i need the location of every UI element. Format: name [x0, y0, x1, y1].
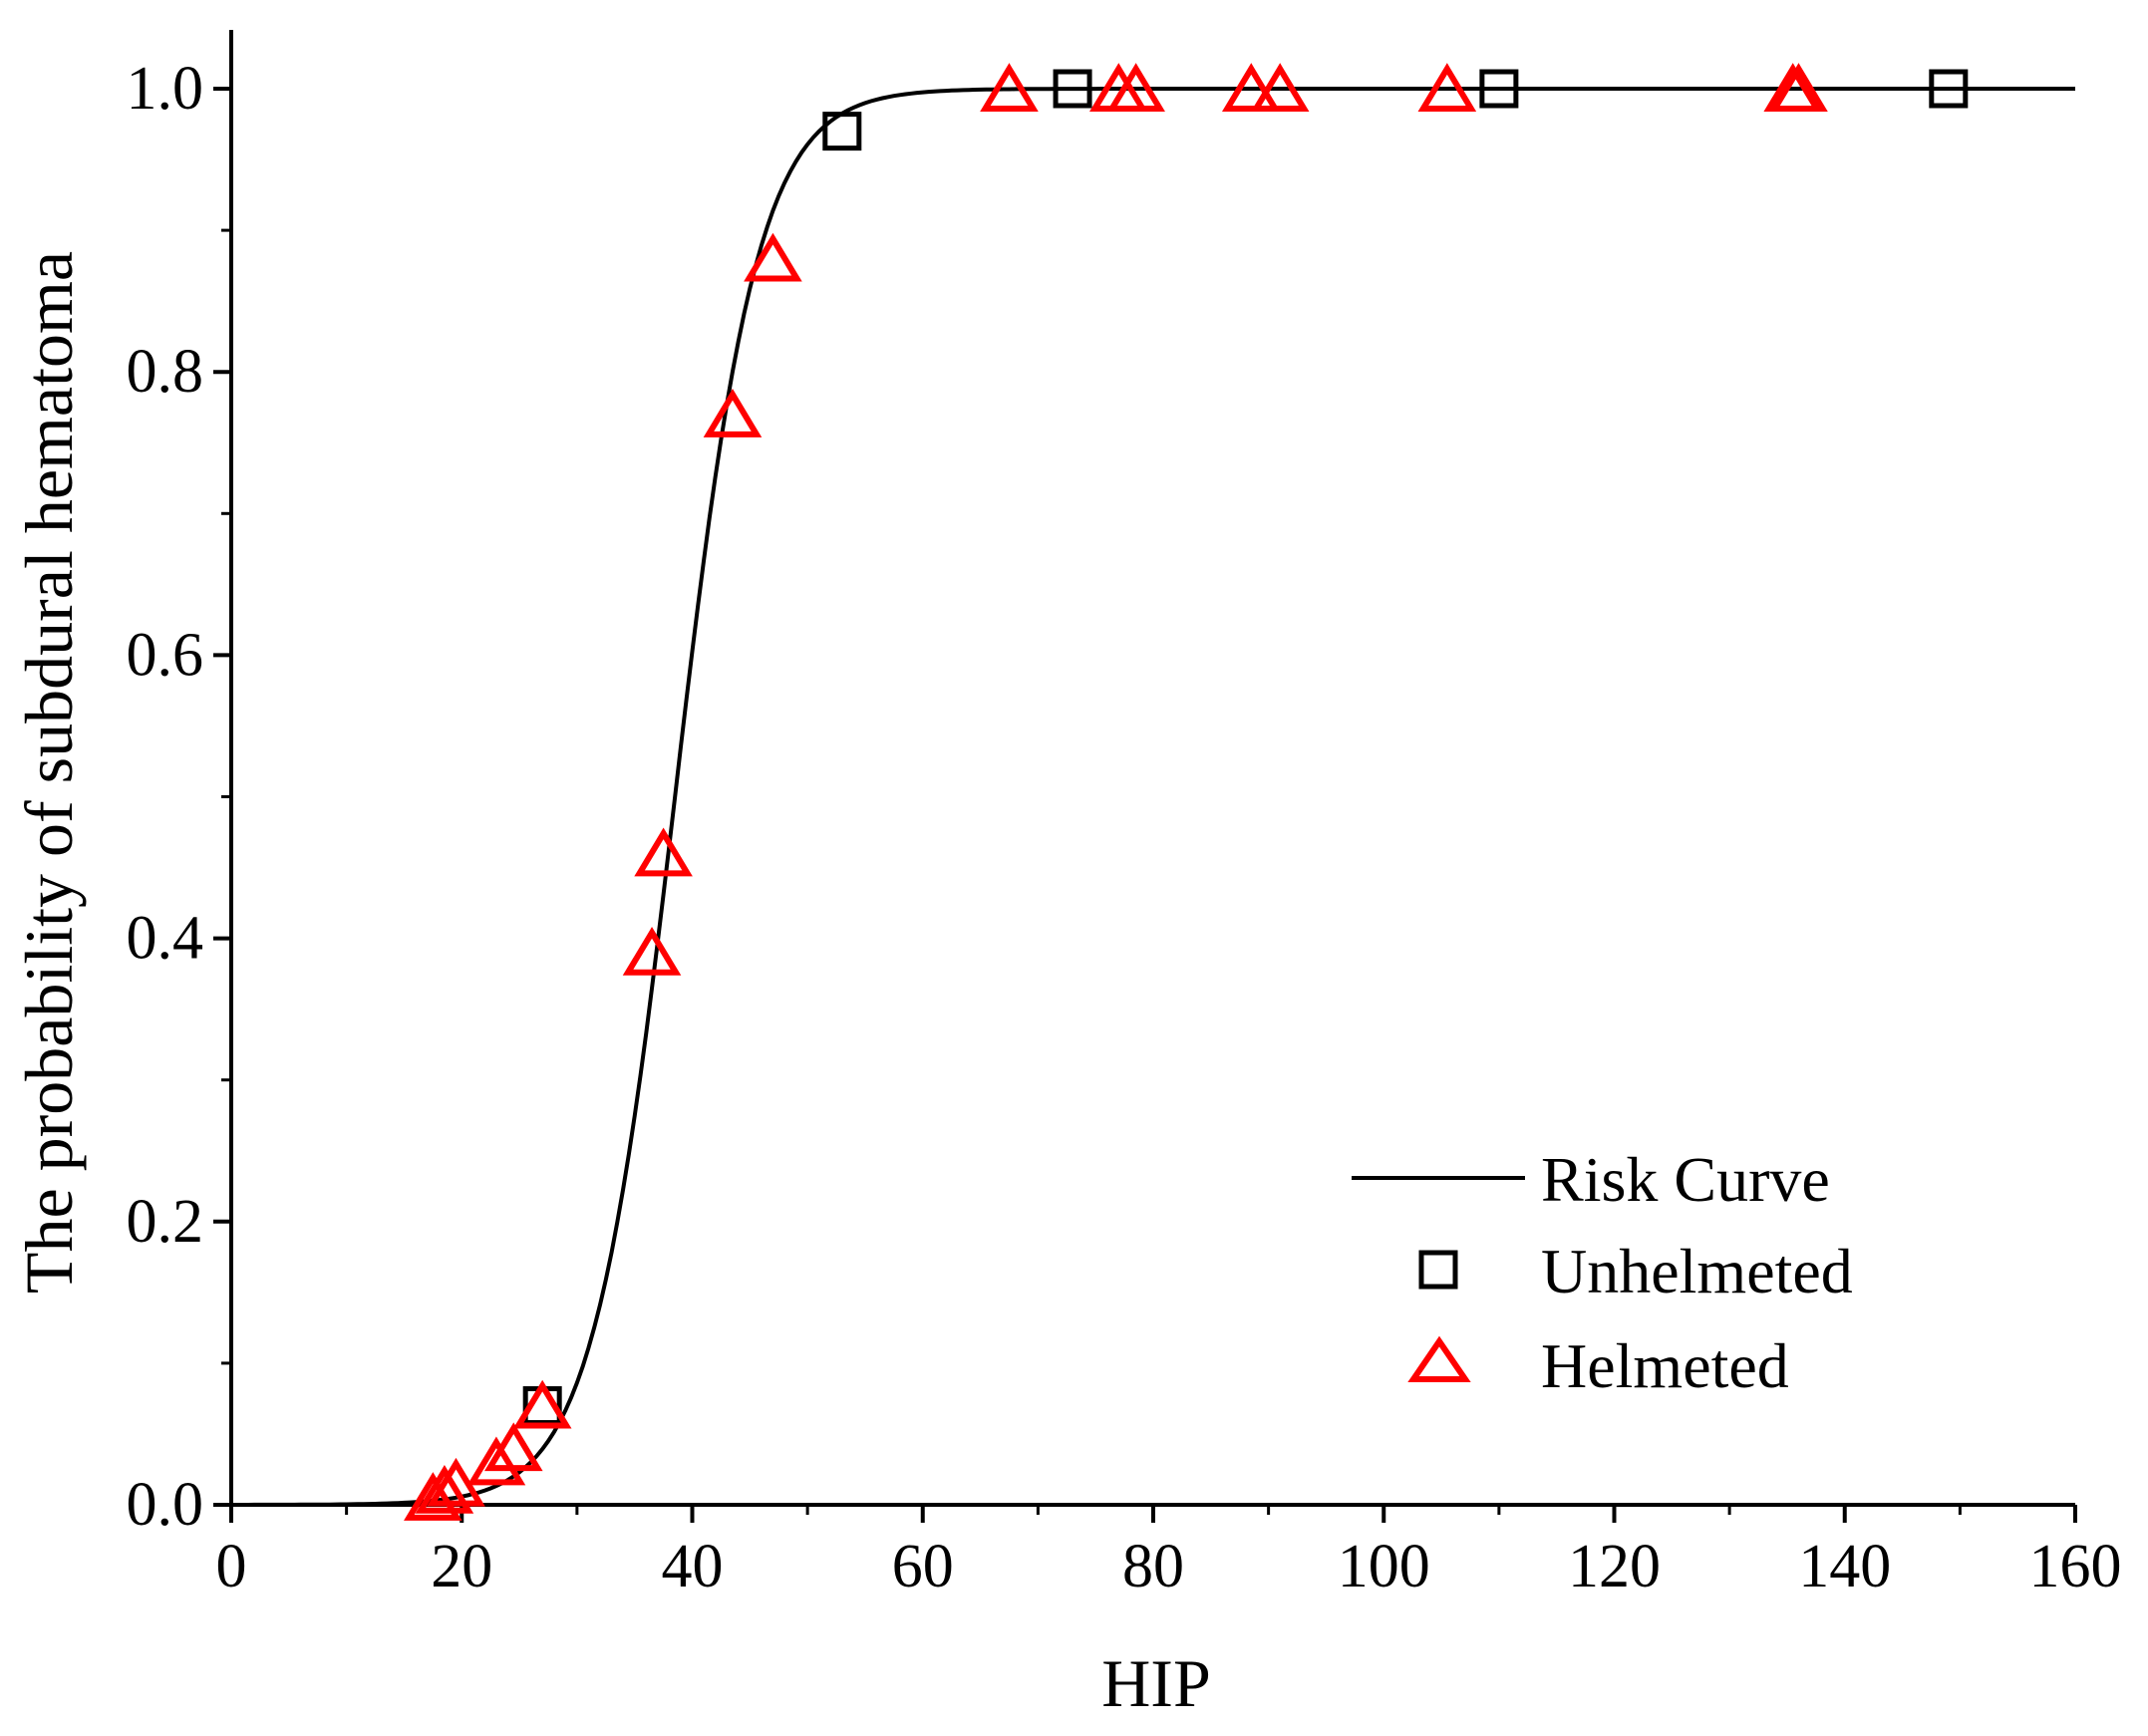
- helmeted-point: [1250, 63, 1310, 112]
- y-tick-label: 0.8: [127, 338, 204, 406]
- unhelmeted-point: [1053, 69, 1092, 109]
- unhelmeted-point: [1929, 69, 1969, 109]
- x-tick-label: 60: [892, 1533, 954, 1600]
- unhelmeted-point: [822, 112, 862, 151]
- helmeted-point: [980, 63, 1039, 112]
- curve-layer: [231, 87, 2075, 1507]
- legend-label-risk-curve: Risk Curve: [1541, 1144, 1830, 1215]
- y-axis-title: The probability of subdural hematoma: [11, 251, 87, 1294]
- x-tick-label: 160: [2029, 1533, 2122, 1600]
- helmeted-point: [1769, 63, 1828, 112]
- x-tick-label: 120: [1568, 1533, 1661, 1600]
- x-axis-title: HIP: [1101, 1645, 1211, 1721]
- x-tick-label: 20: [431, 1533, 492, 1600]
- x-tick-label: 40: [662, 1533, 724, 1600]
- helmeted-point: [512, 1379, 572, 1429]
- x-tick-label: 140: [1798, 1533, 1891, 1600]
- helmeted-point: [483, 1422, 543, 1472]
- y-tick-label: 0.6: [127, 621, 204, 689]
- y-tick-label: 1.0: [127, 55, 204, 123]
- helmeted-point: [744, 232, 802, 282]
- y-tick-label: 0.4: [127, 905, 204, 973]
- x-tick-label: 80: [1122, 1533, 1184, 1600]
- x-tick-label: 0: [216, 1533, 247, 1600]
- legend: Risk Curve Unhelmeted Helmeted: [1352, 1144, 1853, 1401]
- legend-label-unhelmeted: Unhelmeted: [1541, 1236, 1853, 1306]
- tick-labels: 0 20 40 60 80 100 120 140 160 0.0 0.2 0.4 0.6 0.8 1.0: [127, 55, 2122, 1600]
- legend-triangle-marker: [1407, 1335, 1471, 1382]
- helmeted-point: [466, 1436, 526, 1486]
- helmeted-point: [1221, 63, 1281, 112]
- helmeted-point: [427, 1457, 485, 1507]
- helmeted-point: [634, 827, 693, 877]
- marks: [404, 63, 1969, 1521]
- risk-curve-line: [231, 87, 2075, 1507]
- x-tick-label: 100: [1338, 1533, 1430, 1600]
- axes: [213, 30, 2077, 1523]
- helmeted-point: [1106, 63, 1165, 112]
- legend-square-marker: [1418, 1250, 1458, 1290]
- helmeted-point: [404, 1472, 462, 1521]
- y-tick-label: 0.0: [127, 1471, 204, 1539]
- helmeted-point: [622, 926, 682, 976]
- unhelmeted-point: [1479, 69, 1519, 109]
- helmeted-point: [1417, 63, 1477, 112]
- legend-label-helmeted: Helmeted: [1541, 1330, 1789, 1401]
- helmeted-point: [415, 1464, 474, 1514]
- y-tick-label: 0.2: [127, 1188, 204, 1256]
- helmeted-point: [703, 388, 763, 437]
